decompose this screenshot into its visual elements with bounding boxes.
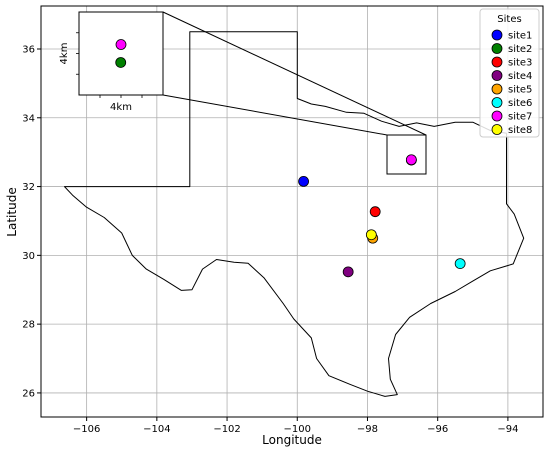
- legend-label-site4: site4: [508, 71, 532, 82]
- x-tick-label: −106: [73, 424, 100, 435]
- y-tick-label: 30: [22, 251, 35, 262]
- legend-label-site7: site7: [508, 112, 532, 123]
- legend-marker-site2: [491, 43, 503, 54]
- legend-marker-site5: [491, 83, 503, 95]
- x-tick-label: −98: [357, 424, 378, 435]
- site-marker-site4: [342, 266, 354, 278]
- site-marker-site8: [365, 229, 377, 241]
- legend-marker-site8: [491, 124, 503, 135]
- y-tick-label: 28: [22, 320, 35, 331]
- texas-boundary: [64, 31, 525, 397]
- axis-ticks: −106 −104 −102 −100 −98 −96 −94 26 28 30 32 34 36: [22, 44, 518, 435]
- y-axis-title: Latitude: [5, 187, 19, 236]
- legend-label-site6: site6: [508, 98, 532, 109]
- legend-marker-site6: [491, 97, 503, 108]
- legend-label-site5: site5: [508, 85, 532, 96]
- legend-label-site3: site3: [508, 58, 532, 69]
- inset-frame: [78, 11, 164, 96]
- legend-marker-site7: [491, 110, 503, 122]
- legend-marker-site1: [491, 29, 503, 41]
- y-tick-label: 26: [22, 388, 35, 399]
- site-marker-site3: [369, 206, 381, 218]
- inset-y-label: 4km: [59, 43, 70, 65]
- site-marker-site1: [298, 176, 309, 187]
- x-tick-label: −102: [213, 424, 240, 435]
- y-tick-label: 36: [22, 44, 35, 55]
- inset-connector-bottom: [162, 94, 388, 136]
- x-tick-label: −96: [427, 424, 448, 435]
- legend-marker-site4: [491, 70, 503, 81]
- x-tick-label: −100: [284, 424, 311, 435]
- zoom-inset: 4km 4km: [59, 11, 427, 175]
- legend-label-site8: site8: [508, 125, 532, 136]
- inset-x-label: 4km: [110, 102, 132, 113]
- y-tick-label: 32: [22, 182, 35, 193]
- legend-marker-site3: [491, 56, 503, 68]
- legend: Sites site1 site2 site3 site4 site5 site6 site7…: [479, 8, 540, 138]
- legend-label-site1: site1: [508, 31, 532, 42]
- zoom-region-box: [386, 134, 427, 175]
- inset-connector-top: [162, 11, 427, 136]
- site-marker-site6: [454, 258, 466, 270]
- legend-title: Sites: [497, 14, 521, 25]
- inset-marker-site7: [115, 39, 127, 50]
- texas-map: [64, 31, 525, 397]
- grid-lines: [41, 6, 543, 417]
- inset-marker-site2: [115, 57, 127, 68]
- site-marker-site7: [405, 154, 417, 166]
- legend-label-site2: site2: [508, 44, 532, 55]
- y-tick-label: 34: [22, 113, 35, 124]
- x-tick-label: −104: [143, 424, 170, 435]
- x-tick-label: −94: [497, 424, 518, 435]
- plot-frame: [40, 5, 544, 418]
- x-axis-title: Longitude: [262, 433, 322, 447]
- site-markers: [298, 154, 466, 278]
